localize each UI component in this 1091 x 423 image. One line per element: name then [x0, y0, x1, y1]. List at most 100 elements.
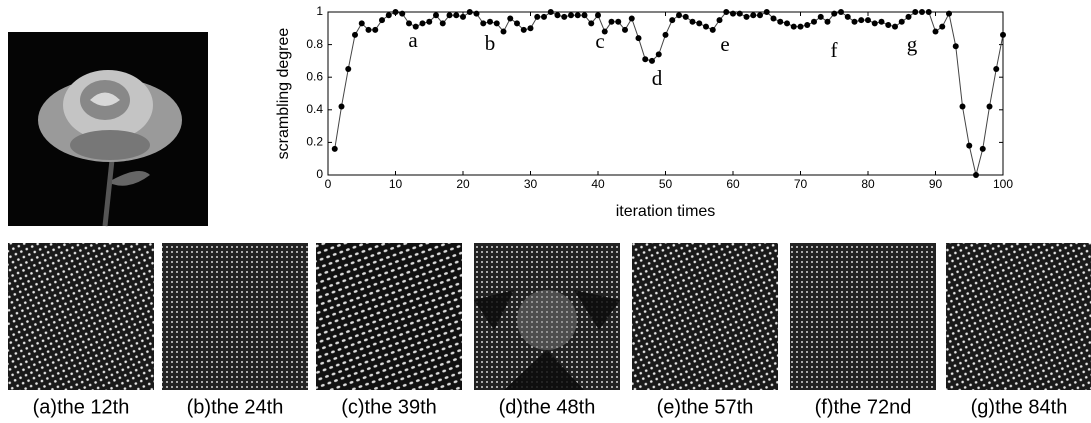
- data-point: [784, 20, 790, 27]
- y-axis-label: scrambling degree: [275, 28, 292, 160]
- data-point: [345, 66, 352, 73]
- data-point: [554, 12, 561, 19]
- data-point: [986, 103, 993, 110]
- data-point: [723, 9, 730, 15]
- data-point: [615, 18, 622, 25]
- data-point: [358, 20, 365, 27]
- data-point: [352, 31, 358, 38]
- data-point: [433, 12, 439, 19]
- x-tick-label: 60: [726, 177, 740, 191]
- x-tick-label: 70: [794, 177, 808, 191]
- x-tick-label: 50: [659, 177, 673, 191]
- annotation: c: [595, 29, 604, 53]
- data-point: [777, 18, 784, 25]
- image-detail: [474, 290, 620, 390]
- annotation: d: [652, 66, 663, 90]
- data-point: [703, 23, 709, 30]
- data-point: [412, 23, 419, 30]
- data-point: [514, 20, 520, 27]
- data-point: [905, 13, 912, 20]
- data-point: [979, 145, 986, 152]
- data-point: [426, 18, 433, 25]
- data-point: [736, 10, 743, 17]
- data-point: [561, 13, 568, 20]
- data-point: [682, 13, 689, 20]
- data-point: [804, 22, 811, 29]
- image-detail: [517, 290, 577, 350]
- data-point: [912, 9, 919, 15]
- caption: (e)the 57th: [657, 396, 754, 418]
- data-point: [642, 56, 649, 63]
- data-point: [763, 9, 770, 15]
- scrambled-image: [316, 243, 462, 390]
- annotation: e: [720, 32, 729, 56]
- x-tick-label: 40: [591, 177, 605, 191]
- x-tick-label: 0: [325, 177, 332, 191]
- y-tick-label: 1: [316, 4, 323, 18]
- data-point: [331, 145, 338, 152]
- data-point: [790, 23, 797, 30]
- data-point: [635, 35, 642, 42]
- data-point: [858, 17, 865, 24]
- data-point: [709, 26, 716, 33]
- data-point: [716, 17, 723, 24]
- scrambled-image: [790, 243, 936, 390]
- data-point: [730, 10, 736, 17]
- x-tick-label: 80: [861, 177, 875, 191]
- data-point: [608, 18, 615, 25]
- data-point: [595, 12, 601, 19]
- caption: (b)the 24th: [187, 396, 284, 418]
- data-point: [622, 26, 628, 33]
- data-point: [541, 13, 547, 20]
- caption: (d)the 48th: [499, 396, 596, 418]
- data-point: [547, 9, 554, 15]
- data-point: [534, 13, 541, 20]
- data-point: [919, 9, 925, 15]
- data-point: [831, 10, 838, 17]
- x-tick-label: 10: [389, 177, 403, 191]
- y-tick-label: 0.2: [306, 135, 323, 149]
- annotation: f: [831, 38, 838, 62]
- data-point: [480, 20, 487, 27]
- data-point: [973, 172, 979, 178]
- data-point: [743, 13, 750, 20]
- scrambled-image: [632, 243, 778, 390]
- data-point: [392, 9, 399, 15]
- scrambled-image: [162, 243, 308, 390]
- data-point: [338, 103, 345, 110]
- data-point: [898, 18, 905, 25]
- data-point: [527, 25, 534, 32]
- data-point: [365, 26, 372, 33]
- y-tick-label: 0.6: [306, 69, 323, 83]
- annotation: g: [907, 32, 918, 56]
- data-point: [507, 15, 514, 22]
- data-point: [696, 20, 703, 27]
- data-point: [520, 26, 527, 33]
- data-point: [770, 15, 777, 22]
- data-point: [811, 18, 817, 25]
- data-point: [372, 26, 379, 33]
- x-tick-label: 90: [929, 177, 943, 191]
- data-point: [379, 17, 385, 24]
- data-point: [966, 142, 973, 149]
- caption: (c)the 39th: [341, 396, 437, 418]
- data-point: [817, 13, 824, 20]
- data-point: [493, 20, 500, 27]
- data-point: [385, 12, 392, 19]
- data-point: [871, 20, 878, 27]
- data-line: [334, 11, 1004, 176]
- caption: (a)the 12th: [33, 396, 130, 418]
- data-point: [581, 12, 588, 19]
- data-point: [838, 9, 844, 15]
- data-point: [568, 12, 574, 19]
- data-point: [689, 18, 696, 25]
- data-point: [676, 12, 682, 19]
- x-tick-label: 30: [524, 177, 538, 191]
- data-point: [500, 28, 507, 35]
- scrambled-image: [8, 243, 154, 390]
- data-point: [750, 12, 757, 19]
- data-point: [757, 12, 763, 19]
- data-point: [932, 28, 939, 35]
- x-tick-label: 100: [993, 177, 1013, 191]
- data-point: [669, 17, 676, 24]
